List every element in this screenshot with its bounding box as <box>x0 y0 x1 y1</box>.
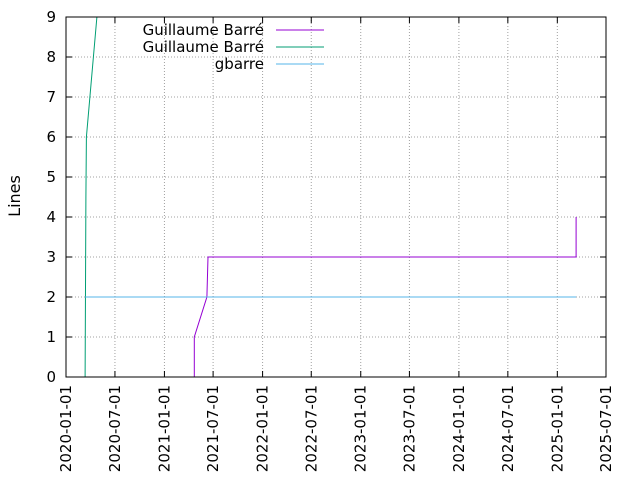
legend-label: Guillaume Barré <box>143 38 264 56</box>
y-tick-label: 2 <box>46 288 56 306</box>
x-tick-label: 2020-01-01 <box>57 385 75 472</box>
plot-frame <box>65 16 607 378</box>
x-tick-label: 2020-07-01 <box>106 385 124 472</box>
y-tick-label: 1 <box>46 328 56 346</box>
axis-ticks: 0 1 2 3 4 5 6 7 8 9 2020-01-01 2020-07-01 2021-01-01… <box>46 8 615 472</box>
series-line <box>193 217 577 377</box>
y-tick-label: 3 <box>46 248 56 266</box>
x-tick-label: 2022-01-01 <box>254 385 272 472</box>
x-tick-label: 2023-07-01 <box>400 385 418 472</box>
x-tick-label: 2024-01-01 <box>450 385 468 472</box>
y-tick-label: 9 <box>46 8 56 26</box>
y-tick-label: 4 <box>46 208 56 226</box>
y-tick-label: 6 <box>46 128 56 146</box>
legend-label: Guillaume Barré <box>143 21 264 39</box>
series-lines <box>84 16 577 378</box>
x-tick-label: 2023-01-01 <box>352 385 370 472</box>
x-tick-label: 2024-07-01 <box>499 385 517 472</box>
x-tick-label: 2025-01-01 <box>548 385 566 472</box>
y-tick-label: 5 <box>46 168 56 186</box>
y-axis-label: Lines <box>5 175 24 217</box>
y-tick-label: 0 <box>46 368 56 386</box>
x-tick-label: 2025-07-01 <box>597 385 615 472</box>
legend-label: gbarre <box>215 55 264 73</box>
x-tick-label: 2021-07-01 <box>204 385 222 472</box>
y-tick-label: 8 <box>46 48 56 66</box>
grid-lines <box>66 17 606 377</box>
y-tick-label: 7 <box>46 88 56 106</box>
x-tick-label: 2021-01-01 <box>155 385 173 472</box>
x-tick-label: 2022-07-01 <box>302 385 320 472</box>
series-line <box>84 16 98 378</box>
